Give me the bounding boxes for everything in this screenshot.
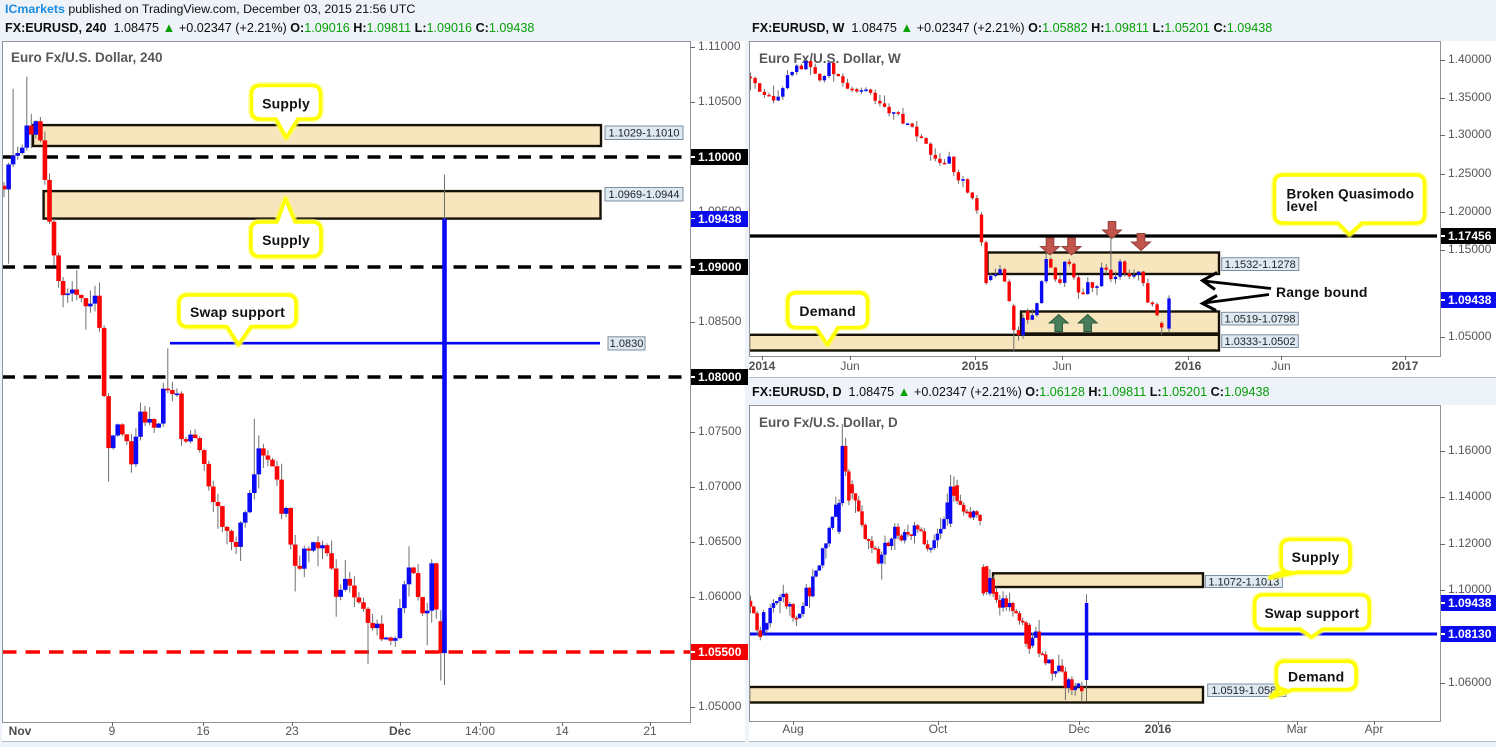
svg-text:1.1532-1.1278: 1.1532-1.1278: [1225, 259, 1296, 271]
svg-text:Range bound: Range bound: [1276, 284, 1368, 300]
svg-text:1.0519-1.0583: 1.0519-1.0583: [1211, 685, 1282, 697]
svg-text:1.0830: 1.0830: [610, 338, 644, 350]
svg-text:Swap support: Swap support: [1264, 605, 1359, 621]
svg-text:Supply: Supply: [1292, 549, 1340, 565]
svg-text:1.0333-1.0502: 1.0333-1.0502: [1225, 336, 1296, 348]
svg-text:level: level: [1287, 199, 1318, 214]
svg-text:Broken Quasimodo: Broken Quasimodo: [1287, 187, 1415, 202]
svg-text:1.0519-1.0798: 1.0519-1.0798: [1225, 313, 1296, 325]
svg-text:1.0969-1.0944: 1.0969-1.0944: [609, 189, 680, 201]
svg-text:1.1029-1.1010: 1.1029-1.1010: [609, 128, 680, 140]
svg-text:1.1072-1.1013: 1.1072-1.1013: [1208, 576, 1279, 588]
svg-text:Demand: Demand: [1288, 669, 1344, 685]
svg-text:Supply: Supply: [262, 232, 310, 248]
svg-text:Supply: Supply: [262, 95, 310, 111]
svg-text:Swap support: Swap support: [190, 304, 285, 320]
svg-text:Demand: Demand: [799, 303, 855, 319]
